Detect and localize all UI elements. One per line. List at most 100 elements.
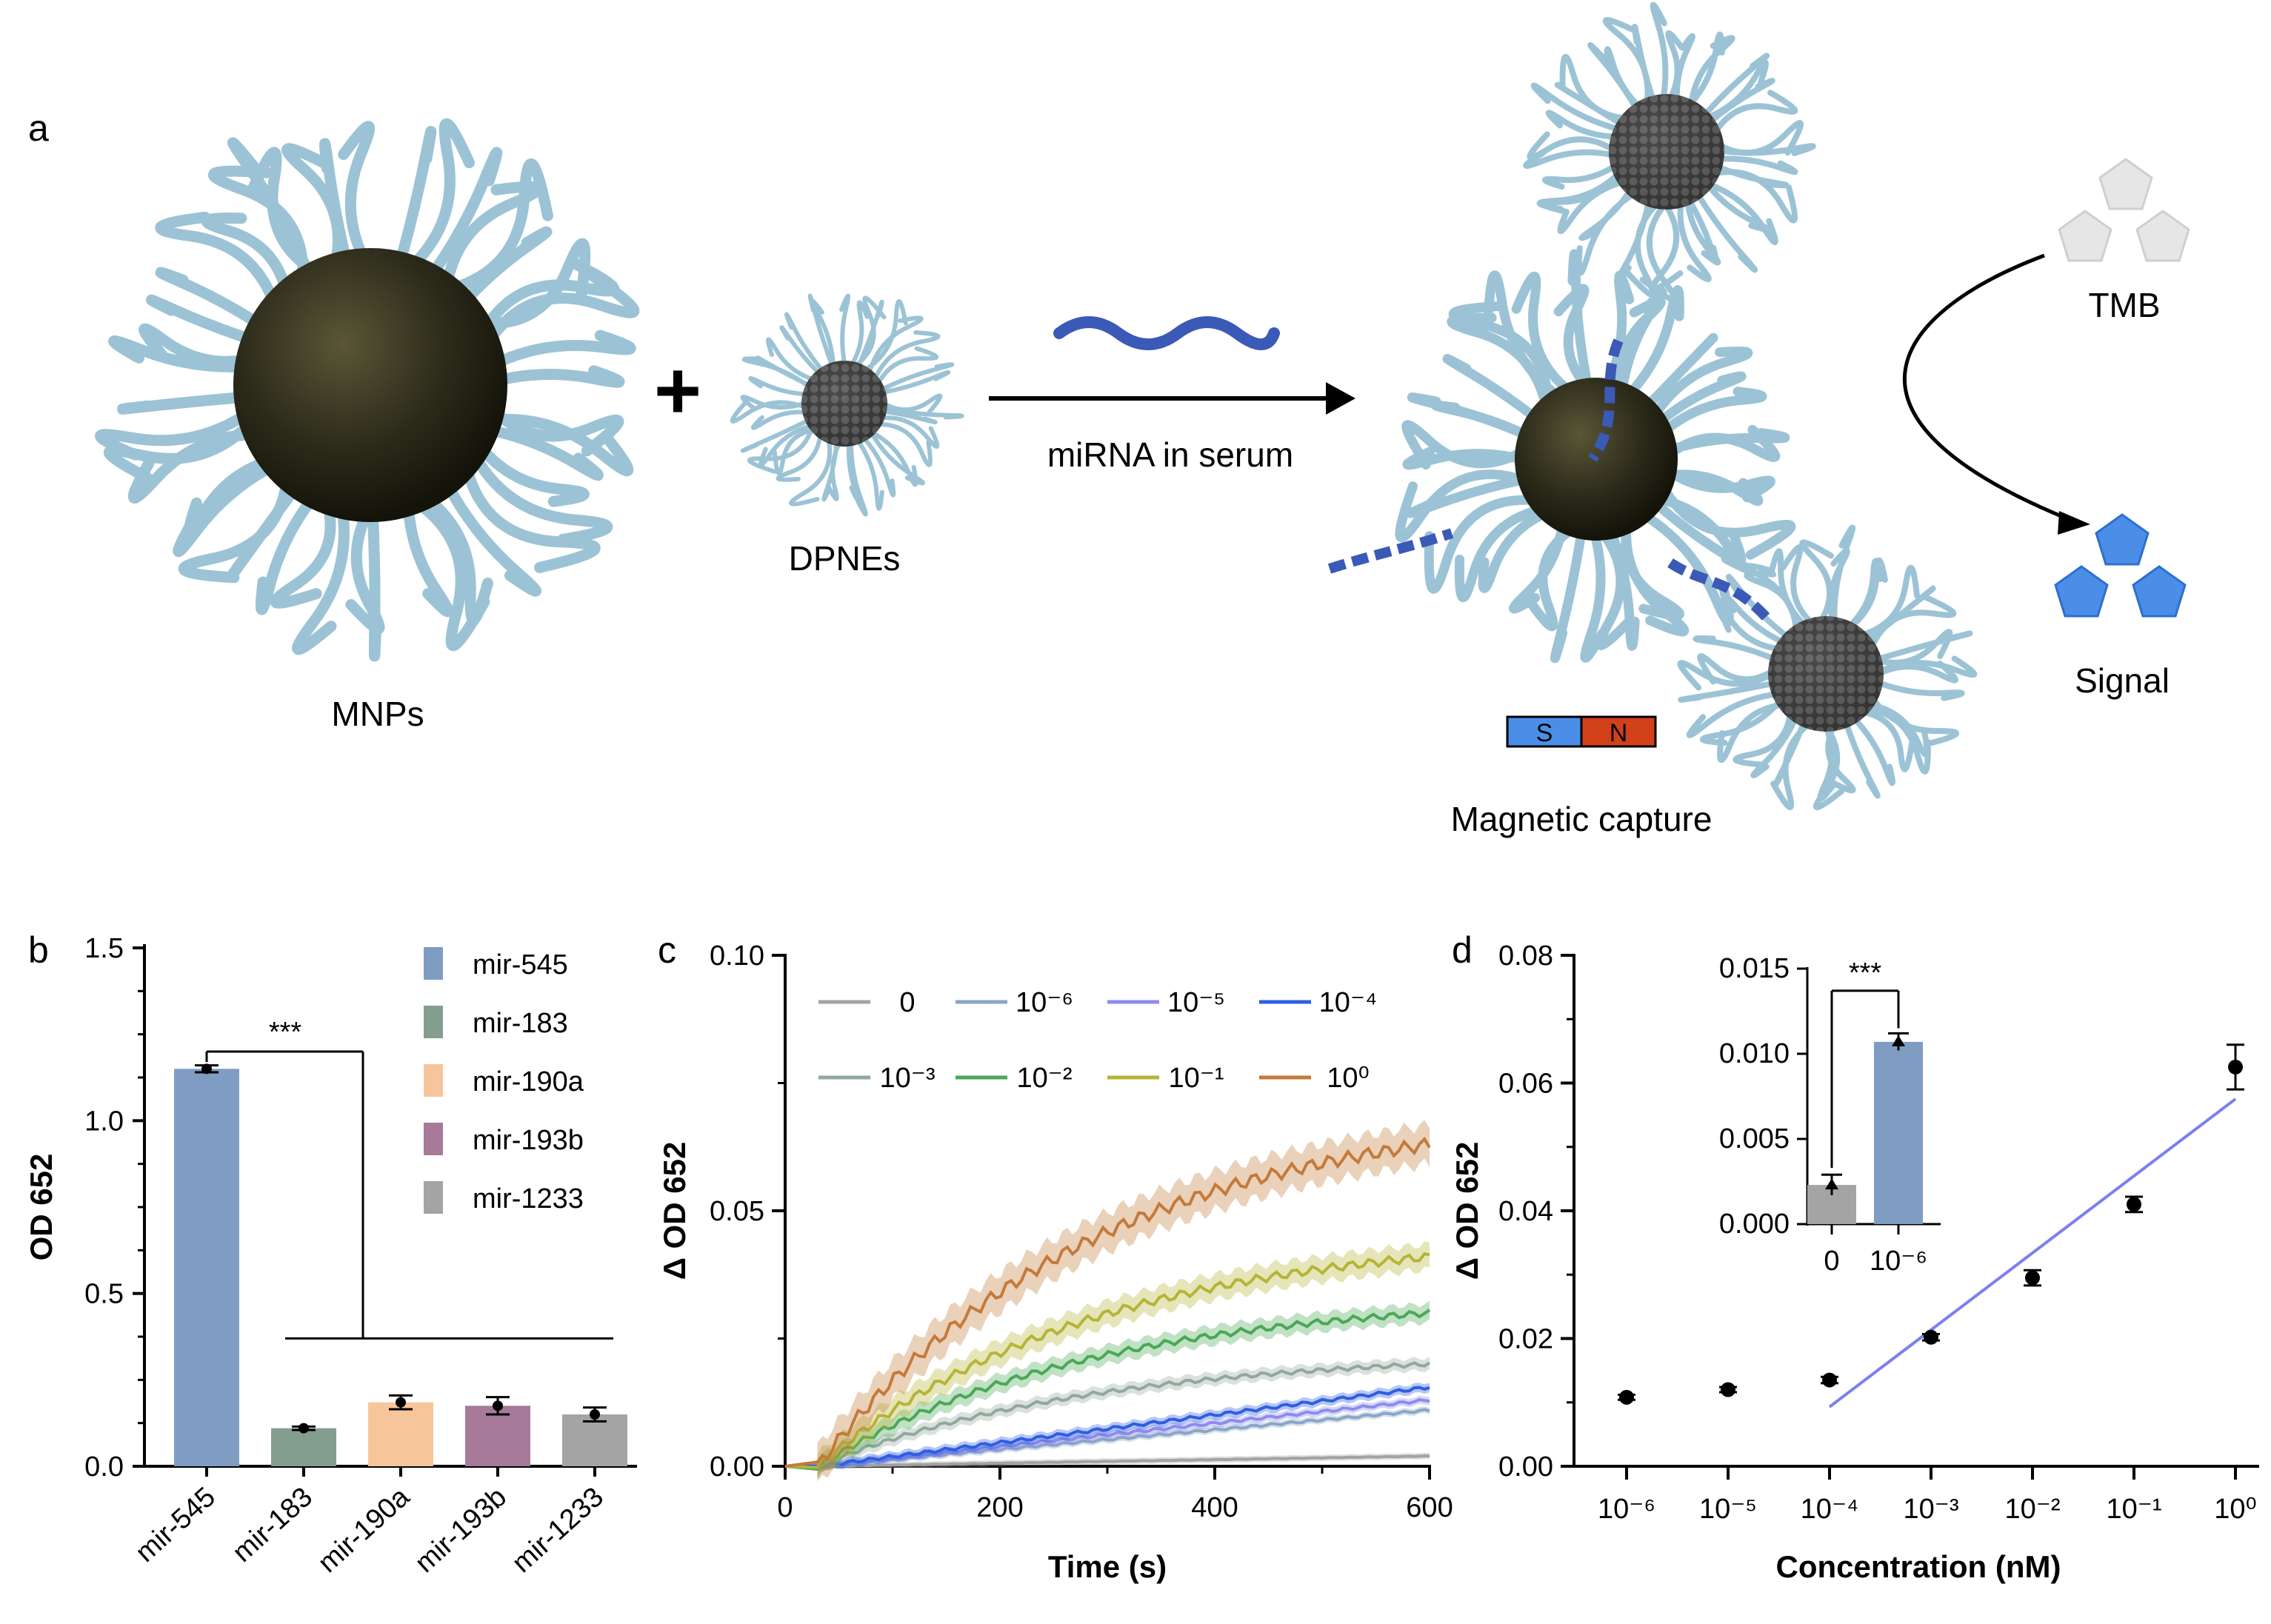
- ligand-strand: [1550, 526, 1587, 664]
- legend-label: 10⁻⁶: [1016, 987, 1073, 1018]
- ligand-strand: [442, 158, 553, 295]
- ligand-strand: [1650, 346, 1753, 421]
- ligand-strand: [270, 495, 336, 609]
- inset-y-tick-label: 0.000: [1719, 1209, 1790, 1240]
- x-tick-label: 10⁻⁴: [1801, 1494, 1859, 1525]
- panel-b-label: b: [28, 929, 49, 971]
- arrow-label: miRNA in serum: [1047, 435, 1293, 474]
- data-point: [1822, 1372, 1837, 1388]
- ligand-strand: [748, 376, 810, 397]
- ligand-strand: [1536, 170, 1622, 213]
- y-tick-label: 0.00: [710, 1451, 764, 1483]
- ligand-strand: [1431, 401, 1532, 441]
- y-tick-label: 0.10: [710, 940, 764, 972]
- ligand-strand: [424, 147, 503, 283]
- legend-label: 10⁻¹: [1169, 1063, 1224, 1094]
- ligand-strand: [875, 421, 933, 467]
- data-point: [2127, 1197, 2141, 1212]
- ligand-strand: [485, 403, 624, 457]
- ligand-strand: [839, 293, 851, 367]
- ligand-strand: [756, 355, 813, 388]
- ligand-strand: [1772, 718, 1808, 789]
- ligand-strand: [1688, 35, 1735, 110]
- ligand-strand: [95, 406, 256, 461]
- legend-label: mir-1233: [473, 1183, 584, 1214]
- ligand-strand: [1448, 301, 1554, 409]
- legend-label: 10⁻⁵: [1167, 987, 1225, 1018]
- ligand-strand: [1678, 680, 1778, 703]
- series-line: [784, 1137, 1431, 1468]
- mirna-link-top: [1588, 338, 1624, 462]
- ligand-strand: [1706, 77, 1775, 126]
- ligand-strand: [1699, 697, 1784, 746]
- ligand-strand: [766, 337, 817, 382]
- ligand-strand: [1693, 635, 1779, 663]
- ligand-strand: [1831, 524, 1856, 626]
- ligand-strand: [861, 299, 908, 373]
- ligand-strand: [1712, 90, 1798, 136]
- data-point: [2228, 1059, 2243, 1075]
- inset-y-tick-label: 0.010: [1719, 1038, 1790, 1069]
- legend-label: 10⁰: [1327, 1063, 1370, 1094]
- ligand-strand: [1578, 186, 1634, 241]
- ligand-strand: [1715, 143, 1816, 156]
- ligand-strand: [338, 121, 376, 268]
- ligand-strand: [483, 413, 634, 477]
- ligand-strand: [1624, 285, 1684, 399]
- panel-c-label: c: [658, 929, 676, 971]
- inset-y-tick-label: 0.015: [1719, 953, 1790, 984]
- x-tick-label: 10⁰: [2214, 1494, 2257, 1525]
- tmb-molecules: [2058, 158, 2190, 262]
- legend-label: 0: [899, 987, 915, 1018]
- dpne-particle-captured-top: [1523, 1, 1816, 303]
- ligand-strand: [146, 294, 261, 347]
- ligand-strand: [1843, 718, 1881, 799]
- bar: [368, 1402, 433, 1466]
- ligand-strand: [1686, 31, 1725, 108]
- ligand-strand: [1858, 709, 1915, 772]
- ligand-strand: [178, 470, 293, 584]
- x-tick-label: mir-1233: [506, 1481, 610, 1579]
- ligand-strand: [1649, 201, 1684, 293]
- ligand-strand: [772, 427, 818, 475]
- x-tick-label: 600: [1406, 1492, 1453, 1523]
- ligand-strand: [1642, 333, 1718, 412]
- series-band: [817, 1120, 1430, 1482]
- inset-significance-label: ***: [1849, 958, 1882, 989]
- chart-d: 0.00 0.02 0.04 0.06 0.08 10⁻⁶ 10⁻⁵ 10⁻⁴ 10⁻³ 10⁻²…: [1450, 940, 2259, 1584]
- x-tick-label: 0: [777, 1492, 793, 1523]
- ligand-strand: [846, 439, 859, 501]
- y-tick-label: 0.06: [1498, 1069, 1553, 1100]
- ligand-strand: [155, 211, 281, 313]
- ligand-strand: [404, 118, 475, 274]
- ligand-strand: [849, 439, 868, 517]
- y-tick-label: 0.04: [1498, 1196, 1553, 1227]
- magnet-n-label: N: [1610, 719, 1628, 747]
- series-line: [784, 1386, 1430, 1469]
- ligand-strand: [807, 293, 835, 370]
- data-point: [396, 1397, 406, 1408]
- y-axis-title: Δ OD 652: [657, 1142, 692, 1280]
- legend-label: 10⁻⁴: [1319, 987, 1378, 1018]
- ligand-strand: [1715, 156, 1798, 176]
- y-tick-label: 0.0: [84, 1451, 124, 1483]
- bar: [562, 1414, 627, 1466]
- ligand-strand: [1717, 701, 1787, 763]
- magnet: S N: [1506, 715, 1657, 748]
- ligand-strand: [1511, 271, 1575, 396]
- ligand-strand: [1659, 387, 1767, 437]
- ligand-strand: [1868, 593, 1957, 652]
- x-tick-label: mir-193b: [409, 1481, 513, 1579]
- ligand-strand: [1710, 169, 1798, 224]
- inset-bar: [1874, 1041, 1923, 1224]
- mnps-caption: MNPs: [331, 695, 424, 733]
- capture-caption: Magnetic capture: [1451, 800, 1713, 838]
- bar: [174, 1069, 239, 1466]
- ligand-strand: [1523, 149, 1618, 169]
- ligand-strand: [1484, 270, 1564, 401]
- ligand-strand: [1874, 679, 1965, 701]
- y-tick-label: 1.5: [84, 933, 124, 964]
- inset-data-point: [1825, 1178, 1838, 1190]
- dpnes-caption: DPNEs: [789, 539, 901, 578]
